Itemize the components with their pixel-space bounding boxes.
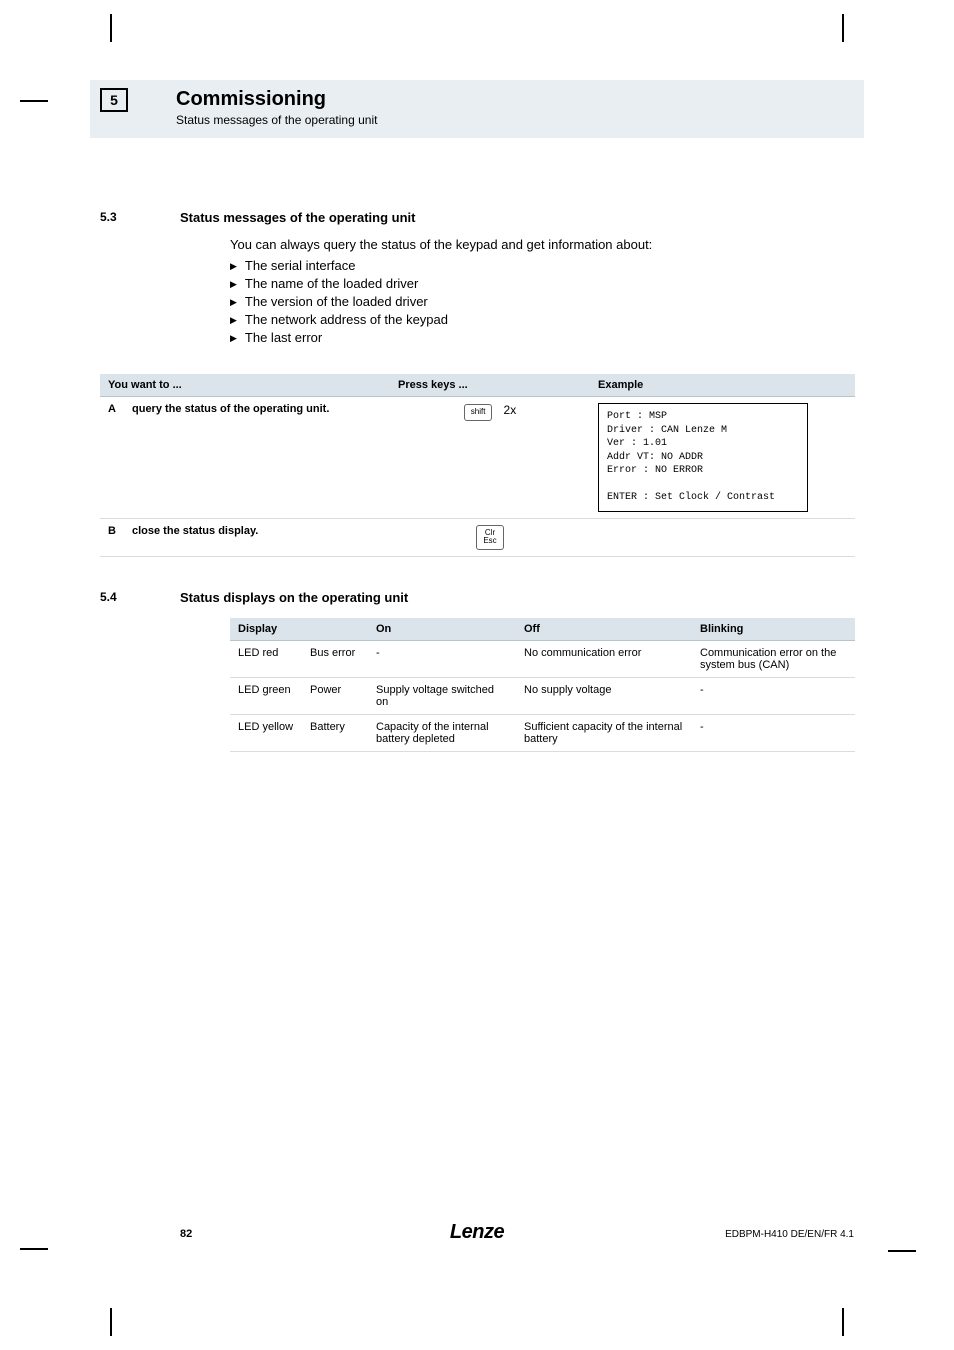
cell: LED yellow [230,715,302,752]
cell: No supply voltage [516,678,692,715]
table-header: Off [516,618,692,641]
table-header: Example [590,374,855,397]
crop-mark [842,14,844,42]
chapter-number: 5 [110,92,118,108]
table-header: You want to ... [100,374,390,397]
cell: LED green [230,678,302,715]
example-line: Ver : 1.01 [607,437,799,451]
crop-mark [888,1250,916,1252]
example-cell: Port : MSP Driver : CAN Lenze M Ver : 1.… [590,397,855,519]
section-number: 5.4 [100,590,117,604]
crop-mark [110,14,112,42]
table-header: Display [230,618,368,641]
key-shift: shift [464,404,493,421]
key-clr-esc: Clr Esc [476,525,503,551]
example-box: Port : MSP Driver : CAN Lenze M Ver : 1.… [598,403,808,512]
example-line: ENTER : Set Clock / Contrast [607,491,799,505]
bullet-item: The serial interface [230,258,448,273]
cell: Supply voltage switched on [368,678,516,715]
cell: No communication error [516,641,692,678]
example-line: Error : NO ERROR [607,464,799,478]
cell: - [692,678,855,715]
chapter-title: Commissioning [176,88,377,111]
cell: Capacity of the internal battery deplete… [368,715,516,752]
example-line: Port : MSP [607,410,799,424]
table-row: B close the status display. Clr Esc [100,518,855,557]
table-row: A query the status of the operating unit… [100,397,855,519]
table-row: LED green Power Supply voltage switched … [230,678,855,715]
row-desc: query the status of the operating unit. [124,397,390,519]
bullet-item: The name of the loaded driver [230,276,448,291]
keys-table: You want to ... Press keys ... Example A… [100,374,855,557]
example-line: Addr VT: NO ADDR [607,451,799,465]
header-titles: Commissioning Status messages of the ope… [176,88,377,127]
cell: Power [302,678,368,715]
key-label-top: Clr [485,528,495,537]
cell: - [692,715,855,752]
table-row: LED yellow Battery Capacity of the inter… [230,715,855,752]
bullet-item: The version of the loaded driver [230,294,448,309]
crop-mark [20,100,48,102]
section-title: Status messages of the operating unit [180,210,416,225]
page-number: 82 [180,1228,192,1240]
cell: - [368,641,516,678]
bullet-item: The network address of the keypad [230,312,448,327]
footer-doc-id: EDBPM-H410 DE/EN/FR 4.1 [725,1229,854,1240]
bullet-item: The last error [230,330,448,345]
cell: Sufficient capacity of the internal batt… [516,715,692,752]
key-count: 2x [504,403,517,417]
table-row: LED red Bus error - No communication err… [230,641,855,678]
cell: Battery [302,715,368,752]
crop-mark [842,1308,844,1336]
crop-mark [110,1308,112,1336]
key-label-bot: Esc [483,536,496,545]
row-desc: close the status display. [124,518,390,557]
cell: Bus error [302,641,368,678]
cell: LED red [230,641,302,678]
example-line [607,478,799,492]
key-cell: Clr Esc [390,518,590,557]
section-intro: You can always query the status of the k… [230,236,790,255]
table-header: On [368,618,516,641]
chapter-subtitle: Status messages of the operating unit [176,113,377,127]
empty-cell [590,518,855,557]
cell: Communication error on the system bus (C… [692,641,855,678]
footer-logo: Lenze [450,1221,504,1244]
status-table: Display On Off Blinking LED red Bus erro… [230,618,855,752]
example-line: Driver : CAN Lenze M [607,424,799,438]
header-band: 5 Commissioning Status messages of the o… [90,80,864,138]
table-header: Press keys ... [390,374,590,397]
key-cell: shift 2x [390,397,590,519]
table-header: Blinking [692,618,855,641]
bullet-list: The serial interface The name of the loa… [230,258,448,348]
chapter-number-box: 5 [100,88,128,112]
section-title: Status displays on the operating unit [180,590,408,605]
crop-mark [20,1248,48,1250]
section-number: 5.3 [100,210,117,224]
row-id: B [100,518,124,557]
row-id: A [100,397,124,519]
